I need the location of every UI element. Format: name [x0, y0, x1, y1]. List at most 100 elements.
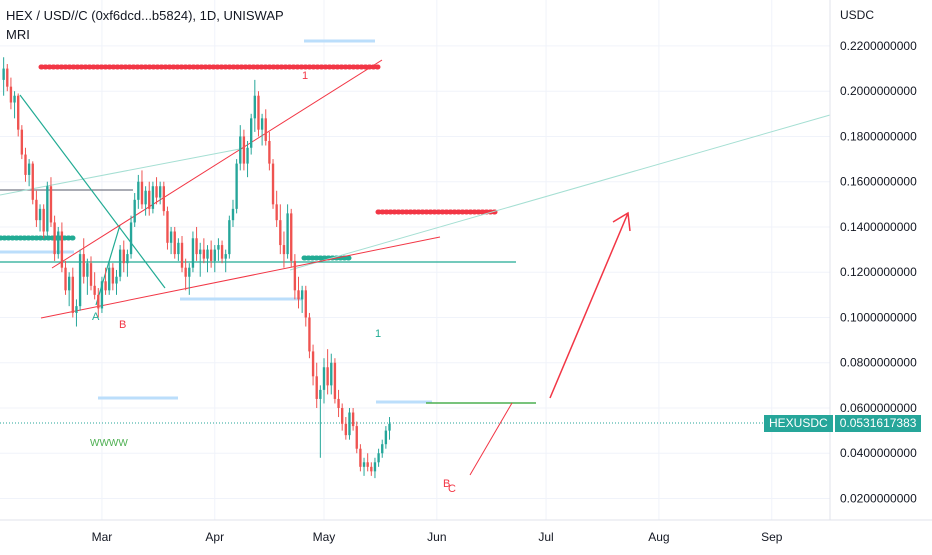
candle-down: [166, 211, 169, 243]
candle-down: [42, 208, 45, 232]
y-tick-label: 0.1600000000: [840, 175, 917, 189]
y-tick-label: 0.1400000000: [840, 220, 917, 234]
y-tick-label: 0.0800000000: [840, 356, 917, 370]
candle-down: [173, 231, 176, 255]
candle-down: [60, 231, 64, 268]
teal-descending-line: [19, 94, 166, 289]
candle-down: [311, 351, 315, 377]
candle-up: [381, 444, 384, 454]
candle-down: [140, 181, 144, 205]
candle-down: [9, 86, 13, 103]
candle-down: [341, 407, 344, 424]
candle-up: [118, 249, 122, 277]
wave-label-b: B: [119, 319, 126, 331]
candle-up: [235, 163, 238, 209]
candle-down: [17, 95, 20, 130]
x-tick-label: May: [313, 530, 336, 544]
x-tick-label: Aug: [648, 530, 669, 544]
wave-label-b2: B: [443, 478, 450, 490]
candle-up: [38, 208, 42, 221]
candle-down: [344, 423, 348, 436]
teal-long-trendline: [0, 147, 246, 196]
candle-up: [86, 263, 89, 277]
candle-down: [333, 362, 337, 399]
projection-arrow: [549, 212, 629, 399]
candle-up: [246, 147, 249, 164]
candle-down: [370, 466, 373, 472]
candle-up: [322, 367, 326, 390]
candle-up: [126, 254, 129, 264]
candle-down: [366, 462, 369, 467]
candle-up: [348, 412, 351, 436]
candle-down: [71, 276, 74, 313]
candle-up: [115, 276, 118, 284]
candle-down: [220, 245, 224, 259]
y-tick-label: 0.1000000000: [840, 310, 917, 324]
candle-up: [300, 290, 304, 300]
candle-down: [97, 294, 100, 309]
projection-arrowhead: [612, 211, 631, 232]
candle-up: [206, 249, 209, 259]
candle-up: [13, 95, 16, 103]
red-trend-upper: [51, 59, 383, 269]
candle-down: [20, 129, 24, 155]
drawing-tools: [0, 39, 831, 476]
candle-down: [264, 118, 267, 141]
red-small-trend: [469, 402, 513, 476]
candle-up: [151, 186, 155, 209]
candle-down: [111, 267, 115, 284]
wave-label-top-1: 1: [302, 70, 308, 82]
teal-long-trendline-2: [289, 114, 831, 271]
candle-up: [46, 186, 49, 232]
candle-down: [304, 290, 307, 318]
candle-up: [75, 306, 78, 313]
candle-down: [359, 448, 362, 467]
x-tick-label: Apr: [205, 530, 224, 544]
candle-up: [217, 245, 220, 250]
candle-down: [297, 290, 300, 300]
candle-down: [279, 220, 282, 246]
red-trend-lower: [40, 236, 441, 319]
candle-down: [35, 199, 38, 221]
candle-up: [286, 213, 289, 255]
candle-down: [49, 186, 53, 223]
candle-up: [133, 199, 136, 223]
candle-up: [129, 222, 133, 255]
x-tick-label: Mar: [92, 530, 113, 544]
candle-down: [257, 95, 260, 130]
candle-up: [158, 186, 162, 198]
candle-up: [78, 254, 82, 307]
candle-up: [231, 208, 235, 221]
candle-down: [24, 154, 27, 175]
symbol-badge: HEXUSDC: [764, 415, 833, 432]
candle-down: [290, 213, 293, 261]
candle-down: [122, 249, 125, 264]
candle-down: [180, 242, 184, 268]
candle-up: [137, 181, 140, 200]
wave-label-a: A: [92, 311, 100, 323]
wave-label-1-small: 1: [375, 328, 381, 340]
candle-down: [6, 68, 9, 87]
candle-up: [213, 249, 216, 261]
candle-down: [82, 254, 85, 277]
candle-up: [250, 118, 253, 148]
candle-down: [195, 238, 198, 255]
candle-up: [253, 95, 257, 119]
teal-descending-line-2: [95, 224, 121, 306]
candle-down: [104, 281, 107, 291]
candle-up: [224, 254, 227, 259]
candle-up: [377, 453, 380, 463]
candle-up: [362, 462, 366, 467]
candle-up: [67, 276, 71, 291]
candle-up: [144, 190, 147, 205]
candle-down: [355, 426, 358, 449]
candle-down: [282, 245, 286, 255]
wave-label-c: C: [448, 483, 456, 495]
candle-down: [308, 317, 311, 352]
candle-down: [337, 398, 340, 408]
candle-down: [268, 140, 271, 164]
candle-down: [31, 163, 34, 200]
y-tick-label: 0.1200000000: [840, 265, 917, 279]
